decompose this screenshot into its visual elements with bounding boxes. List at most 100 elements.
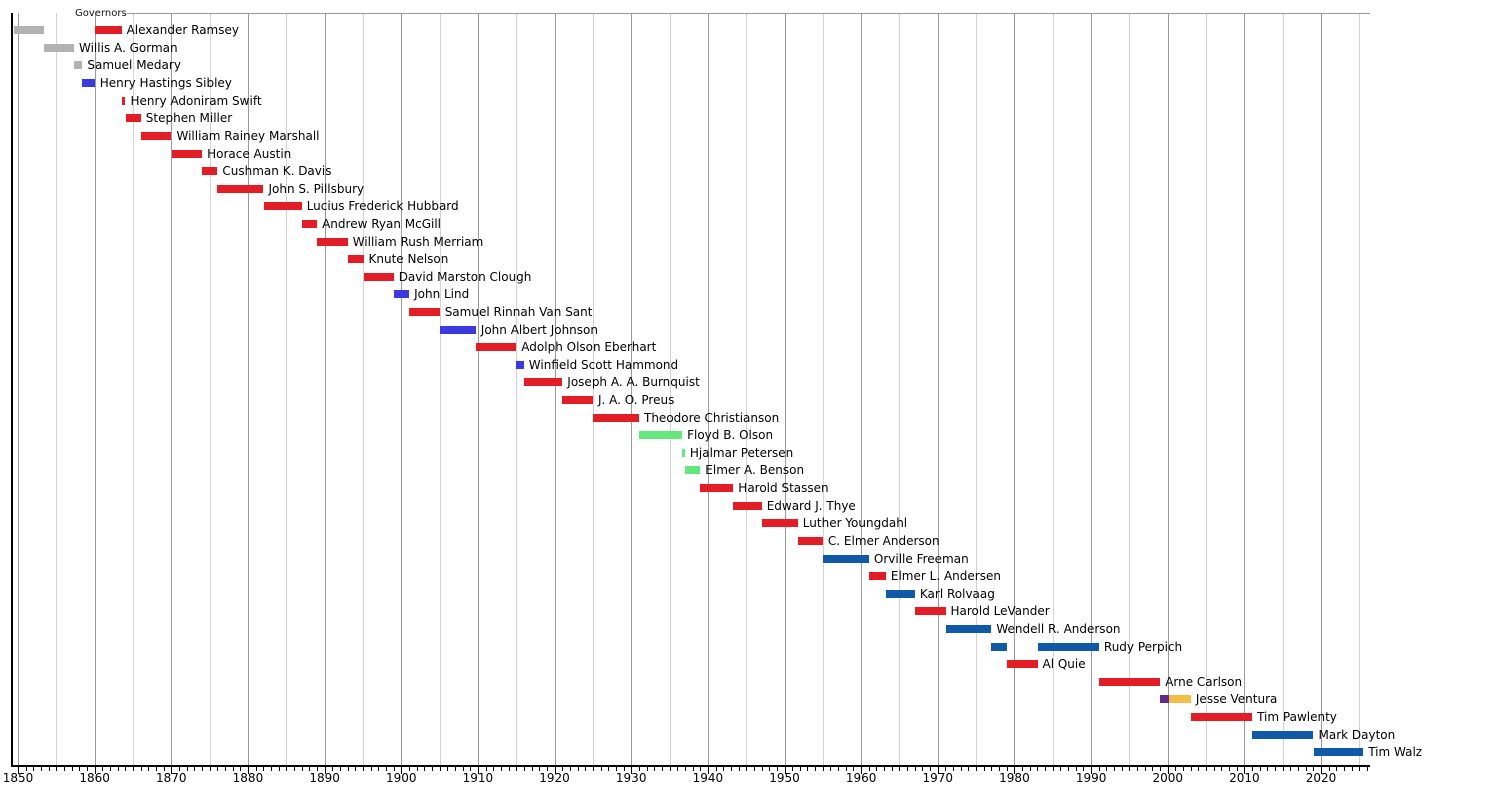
term-bar xyxy=(409,308,440,316)
gridline xyxy=(209,13,211,765)
axis-minor-tick xyxy=(194,767,196,771)
axis-minor-tick xyxy=(638,767,640,771)
governor-label: Willis A. Gorman xyxy=(79,40,178,55)
governor-label: Orville Freeman xyxy=(873,551,969,566)
axis-minor-tick xyxy=(416,767,418,771)
governor-label: Floyd B. Olson xyxy=(687,428,774,443)
governor-label: John Lind xyxy=(414,287,470,302)
axis-minor-tick xyxy=(1344,767,1346,771)
term-bar xyxy=(13,26,44,35)
axis-minor-tick xyxy=(1106,767,1108,771)
axis-minor-tick xyxy=(209,767,211,771)
axis-minor-tick xyxy=(56,767,58,771)
axis-major-tick xyxy=(554,767,556,774)
term-bar xyxy=(1006,660,1038,669)
axis-minor-tick xyxy=(362,767,364,771)
axis-minor-tick xyxy=(316,767,318,771)
governor-label: Joseph A. A. Burnquist xyxy=(567,375,700,390)
axis-minor-tick xyxy=(1183,767,1185,771)
axis-minor-tick xyxy=(1229,767,1231,771)
axis-minor-tick xyxy=(922,767,924,771)
axis-major-tick xyxy=(401,767,403,774)
governor-label: Edward J. Thye xyxy=(766,498,856,513)
axis-minor-tick xyxy=(792,767,794,771)
governor-label: Henry Hastings Sibley xyxy=(99,76,232,90)
governor-label: Samuel Medary xyxy=(87,58,181,73)
axis-minor-tick xyxy=(263,767,265,771)
axis-minor-tick xyxy=(516,767,518,771)
gridline xyxy=(401,13,403,765)
axis-tick-label: 1860 xyxy=(79,771,110,785)
governor-label: Harold Stassen xyxy=(738,481,829,496)
axis-minor-tick xyxy=(1083,767,1085,771)
axis-minor-tick xyxy=(523,767,525,771)
gridline xyxy=(516,13,518,765)
axis-minor-tick xyxy=(393,767,395,771)
axis-tick-label: 1880 xyxy=(232,771,264,785)
governor-label: Lucius Frederick Hubbard xyxy=(306,199,459,214)
axis-minor-tick xyxy=(125,767,127,771)
gridline xyxy=(286,13,288,765)
axis-minor-tick xyxy=(945,767,947,771)
axis-minor-tick xyxy=(40,767,42,771)
governor-label: Theodore Christianson xyxy=(644,410,780,425)
term-bar xyxy=(684,466,701,475)
axis-minor-tick xyxy=(439,767,441,771)
governor-label: David Marston Clough xyxy=(398,269,532,284)
governor-label: Samuel Rinnah Van Sant xyxy=(444,305,593,319)
axis-minor-tick xyxy=(332,767,334,771)
term-bar xyxy=(1252,730,1314,739)
axis-minor-tick xyxy=(48,767,50,771)
gridline xyxy=(1359,13,1361,765)
axis-minor-tick xyxy=(1152,767,1154,771)
axis-minor-tick xyxy=(1305,767,1307,771)
governor-label: Tim Pawlenty xyxy=(1257,710,1337,724)
axis-minor-tick xyxy=(86,767,88,771)
gridline xyxy=(171,13,173,765)
axis-tick-label: 2010 xyxy=(1229,771,1260,785)
axis-minor-tick xyxy=(623,767,625,771)
term-bar xyxy=(1168,695,1191,704)
axis-minor-tick xyxy=(807,767,809,771)
axis-minor-tick xyxy=(109,767,111,771)
axis-minor-tick xyxy=(815,767,817,771)
term-bar xyxy=(733,501,762,510)
axis-major-tick xyxy=(1244,767,1246,774)
axis-minor-tick xyxy=(155,767,157,771)
governor-label: Jesse Ventura xyxy=(1195,692,1278,707)
governor-label: Tim Walz xyxy=(1368,745,1423,760)
axis-tick-label: 1940 xyxy=(692,771,724,785)
axis-minor-tick xyxy=(1328,767,1330,771)
term-bar xyxy=(700,484,734,493)
governor-label: Winfield Scott Hammond xyxy=(528,357,679,372)
axis-minor-tick xyxy=(1252,767,1254,771)
axis-minor-tick xyxy=(907,767,909,771)
term-bar xyxy=(202,167,218,176)
axis-minor-tick xyxy=(132,767,134,771)
axis-major-tick xyxy=(171,767,173,774)
gridline xyxy=(669,13,671,765)
axis-minor-tick xyxy=(508,767,510,771)
axis-minor-tick xyxy=(991,767,993,771)
term-bar xyxy=(439,325,476,334)
governor-label: C. Elmer Anderson xyxy=(827,533,940,548)
axis-minor-tick xyxy=(830,767,832,771)
axis-minor-tick xyxy=(378,767,380,771)
axis-minor-tick xyxy=(876,767,878,771)
axis-major-tick xyxy=(247,767,249,774)
axis-minor-tick xyxy=(1022,767,1024,771)
gridline xyxy=(1091,13,1093,765)
axis-minor-tick xyxy=(715,767,717,771)
axis-minor-tick xyxy=(1351,767,1353,771)
gridline xyxy=(18,13,19,765)
term-bar xyxy=(1098,677,1161,686)
axis-minor-tick xyxy=(447,767,449,771)
axis-minor-tick xyxy=(1029,767,1031,771)
axis-minor-tick xyxy=(669,767,671,771)
gridline xyxy=(631,13,633,765)
axis-minor-tick xyxy=(1206,767,1208,771)
governor-label: Hjalmar Petersen xyxy=(689,445,794,460)
axis-minor-tick xyxy=(1313,767,1315,771)
gridline xyxy=(56,13,58,765)
axis-minor-tick xyxy=(217,767,219,771)
